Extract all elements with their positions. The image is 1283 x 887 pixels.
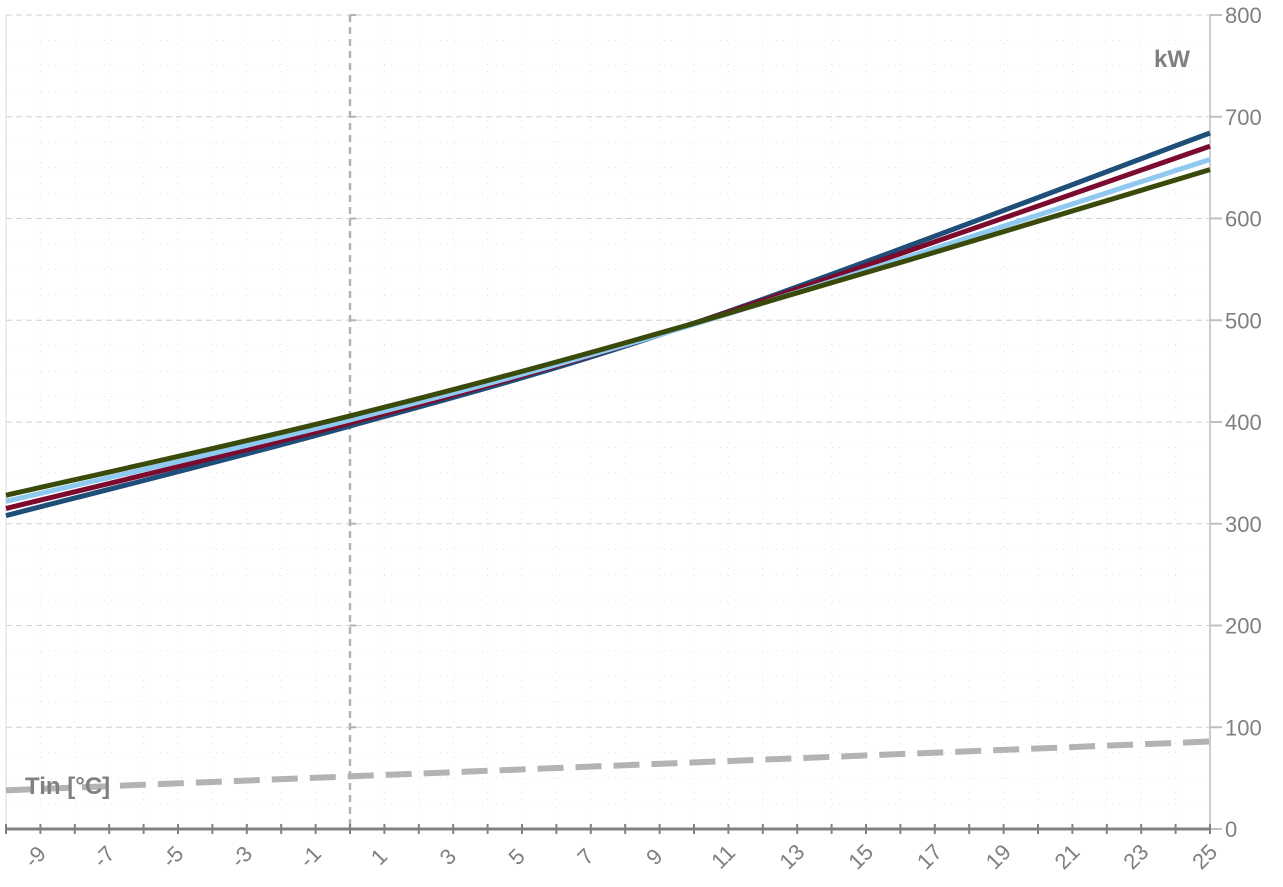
y-tick-label: 400 <box>1225 410 1262 435</box>
x-tick-label: 1 <box>366 844 392 870</box>
y-tick-label: 800 <box>1225 3 1262 28</box>
x-tick-label: 13 <box>774 839 809 874</box>
y-tick-label: 600 <box>1225 207 1262 232</box>
x-tick-label: -3 <box>226 841 258 873</box>
x-tick-label: 25 <box>1187 839 1222 874</box>
y-tick-label: 0 <box>1225 817 1237 842</box>
x-tick-label: 9 <box>641 844 667 870</box>
x-tick-label: -9 <box>19 841 51 873</box>
labels: kW Tin [°C] <box>25 46 1190 800</box>
x-tick-label: -1 <box>295 841 327 873</box>
x-tick-label: 21 <box>1050 839 1085 874</box>
x-tick-label: 23 <box>1118 839 1153 874</box>
y-tick-label: 300 <box>1225 512 1262 537</box>
y-tick-label: 200 <box>1225 614 1262 639</box>
x-tick-label: 7 <box>572 844 598 870</box>
y-axis-unit-label: kW <box>1154 46 1190 73</box>
x-axis-title-label: Tin [°C] <box>25 773 110 800</box>
series-line <box>5 157 1211 504</box>
x-tick-label: 3 <box>435 844 461 870</box>
series-group <box>5 130 1211 794</box>
y-tick-label: 700 <box>1225 105 1262 130</box>
series-line-dashed <box>5 738 1211 794</box>
x-tick-label: 19 <box>981 839 1016 874</box>
y-tick-label: 500 <box>1225 308 1262 333</box>
x-tick-label: 15 <box>843 839 878 874</box>
y-tick-label: 100 <box>1225 715 1262 740</box>
x-tick-label: -5 <box>157 841 189 873</box>
x-tick-label: 17 <box>912 839 947 874</box>
x-tick-label: 5 <box>504 844 530 870</box>
grid <box>6 14 1210 829</box>
x-tick-label: -7 <box>88 841 120 873</box>
series-line <box>5 167 1211 498</box>
x-tick-label: 11 <box>706 840 740 874</box>
